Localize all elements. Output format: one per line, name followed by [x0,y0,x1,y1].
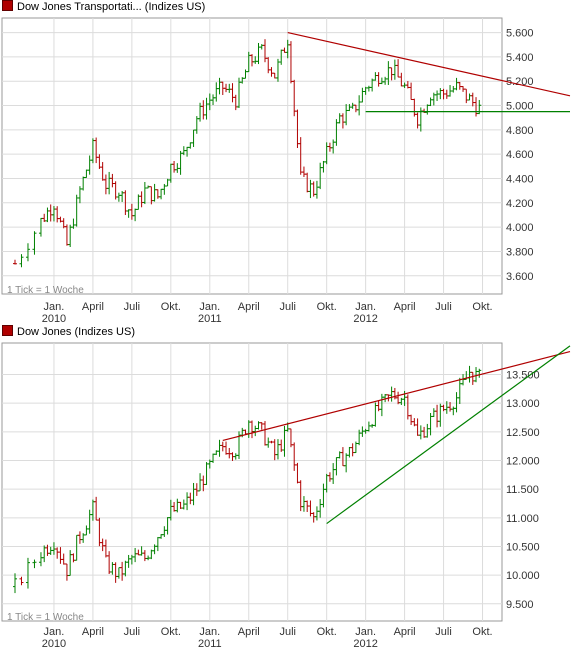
y-tick-label: 4.600 [506,149,534,161]
resistance-trendline [287,32,571,97]
y-tick-label: 4.400 [506,173,534,185]
y-tick-label: 3.800 [506,246,534,258]
year-label: 2012 [353,638,377,650]
x-tick-label: Okt. [472,301,492,313]
x-tick-label: April [238,301,260,313]
y-tick-label: 13.000 [506,398,540,410]
y-tick-label: 4.200 [506,198,534,210]
year-label: 2012 [353,313,377,325]
y-tick-label: 10.500 [506,541,540,553]
resistance-trendline [222,351,571,442]
x-tick-label: Juli [435,301,452,313]
x-tick-label: Jan. [199,626,220,638]
x-tick-label: Juli [435,626,452,638]
y-tick-label: 9.500 [506,599,534,611]
y-tick-label: 3.600 [506,271,534,283]
y-tick-label: 4.000 [506,222,534,234]
y-tick-label: 5.000 [506,101,534,113]
y-tick-label: 13.500 [506,370,540,382]
x-tick-label: Jan. [199,301,220,313]
chart-title-dow: Dow Jones (Indizes US) [0,325,135,339]
y-tick-label: 10.000 [506,570,540,582]
chart-dow-jones: 13.500 13.000 12.500 12.000 11.500 11.000 10.5… [1,342,571,650]
x-tick-label: April [394,301,416,313]
x-tick-label: Okt. [161,626,181,638]
year-label: 2010 [42,313,66,325]
x-tick-label: Juli [279,301,296,313]
legend-swatch [2,325,13,336]
support-trendline [326,345,571,525]
year-label: 2011 [198,313,222,325]
x-tick-label: Jan. [355,301,376,313]
x-tick-label: April [394,626,416,638]
tick-size-note: 1 Tick = 1 Woche [7,285,84,296]
x-tick-label: April [82,626,104,638]
x-tick-label: Juli [124,301,141,313]
x-tick-label: Okt. [161,301,181,313]
y-tick-label: 5.600 [506,28,534,40]
x-tick-label: Jan. [44,626,65,638]
legend-swatch [2,0,13,11]
chart-transport: 5.600 5.400 5.200 5.000 4.800 4.600 4.400 4.200… [1,17,571,325]
chart-title-text: Dow Jones (Indizes US) [17,326,135,338]
y-tick-label: 12.000 [506,456,540,468]
tick-size-note: 1 Tick = 1 Woche [7,612,84,623]
x-tick-label: April [238,626,260,638]
plot-area [1,342,503,622]
y-tick-label: 4.800 [506,125,534,137]
x-tick-label: Jan. [44,301,65,313]
chart-title-text: Dow Jones Transportati... (Indizes US) [17,1,206,13]
y-tick-label: 5.400 [506,52,534,64]
x-tick-label: Okt. [317,301,337,313]
y-tick-label: 5.200 [506,76,534,88]
y-tick-label: 11.000 [506,513,539,525]
y-tick-label: 12.500 [506,427,540,439]
x-tick-label: April [82,301,104,313]
year-label: 2011 [198,638,222,650]
x-tick-label: Okt. [472,626,492,638]
x-tick-label: Jan. [355,626,376,638]
y-tick-label: 11.500 [506,484,539,496]
x-tick-label: Juli [124,626,141,638]
x-tick-label: Juli [279,626,296,638]
x-tick-label: Okt. [317,626,337,638]
year-label: 2010 [42,638,66,650]
chart-title-transport: Dow Jones Transportati... (Indizes US) [0,0,205,14]
